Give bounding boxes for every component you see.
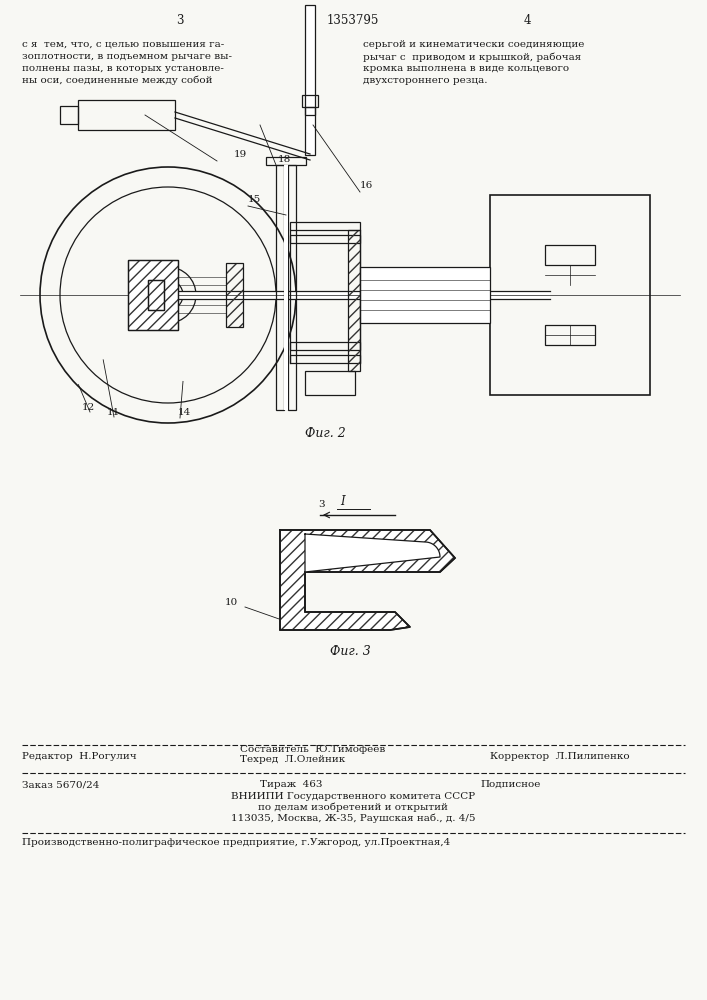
Text: с я  тем, что, с целью повышения га-
зоплотности, в подъемном рычаге вы-
полнены: с я тем, что, с целью повышения га- зопл… — [22, 40, 232, 85]
Text: Редактор  Н.Рогулич: Редактор Н.Рогулич — [22, 752, 136, 761]
Text: 3: 3 — [318, 500, 325, 509]
Text: Фиг. 2: Фиг. 2 — [305, 427, 346, 440]
Text: 113035, Москва, Ж-35, Раушская наб., д. 4/5: 113035, Москва, Ж-35, Раушская наб., д. … — [230, 814, 475, 823]
Bar — [276, 165, 284, 410]
Bar — [348, 230, 360, 371]
Text: 19: 19 — [234, 150, 247, 159]
Text: Заказ 5670/24: Заказ 5670/24 — [22, 780, 100, 789]
Bar — [128, 260, 178, 330]
Bar — [60, 106, 78, 124]
Bar — [290, 235, 360, 243]
Text: I: I — [340, 495, 344, 508]
Text: Подписное: Подписное — [480, 780, 540, 789]
Bar — [302, 95, 318, 107]
Bar — [305, 371, 355, 395]
Text: 11: 11 — [107, 408, 120, 417]
Polygon shape — [280, 530, 455, 630]
Bar — [545, 245, 595, 265]
Bar — [305, 5, 315, 155]
Text: 15: 15 — [248, 195, 262, 204]
Text: 3: 3 — [176, 14, 184, 27]
Bar — [288, 165, 296, 410]
Polygon shape — [284, 165, 288, 410]
Text: Корректор  Л.Пилипенко: Корректор Л.Пилипенко — [490, 752, 630, 761]
Bar — [545, 325, 595, 345]
Bar — [148, 280, 164, 310]
Text: Производственно-полиграфическое предприятие, г.Ужгород, ул.Проектная,4: Производственно-полиграфическое предприя… — [22, 838, 450, 847]
Polygon shape — [360, 267, 490, 323]
Text: Составитель  Ю.Тимофеев: Составитель Ю.Тимофеев — [240, 745, 385, 754]
Polygon shape — [178, 291, 550, 299]
Bar — [490, 195, 650, 395]
Text: 14: 14 — [178, 408, 192, 417]
Text: 12: 12 — [82, 403, 95, 412]
Bar — [128, 260, 178, 330]
Bar — [226, 263, 243, 327]
Bar — [305, 107, 315, 115]
Text: Тираж  463: Тираж 463 — [260, 780, 322, 789]
Text: 16: 16 — [360, 181, 373, 190]
Text: ВНИИПИ Государственного комитета СССР: ВНИИПИ Государственного комитета СССР — [231, 792, 475, 801]
Bar — [78, 100, 175, 130]
Text: 4: 4 — [523, 14, 531, 27]
Text: Техред  Л.Олейник: Техред Л.Олейник — [240, 755, 345, 764]
Text: серьгой и кинематически соединяющие
рычаг с  приводом и крышкой, рабочая
кромка : серьгой и кинематически соединяющие рыча… — [363, 40, 585, 85]
Text: Фиг. 3: Фиг. 3 — [330, 645, 370, 658]
Text: по делам изобретений и открытий: по делам изобретений и открытий — [258, 802, 448, 812]
Text: 18: 18 — [278, 155, 291, 164]
Bar — [148, 280, 164, 310]
Bar — [290, 222, 360, 230]
Text: 1353795: 1353795 — [327, 14, 379, 27]
Text: 10: 10 — [225, 598, 238, 607]
Bar — [290, 342, 360, 350]
Bar — [266, 157, 306, 165]
Bar — [290, 355, 360, 363]
Polygon shape — [305, 534, 440, 572]
